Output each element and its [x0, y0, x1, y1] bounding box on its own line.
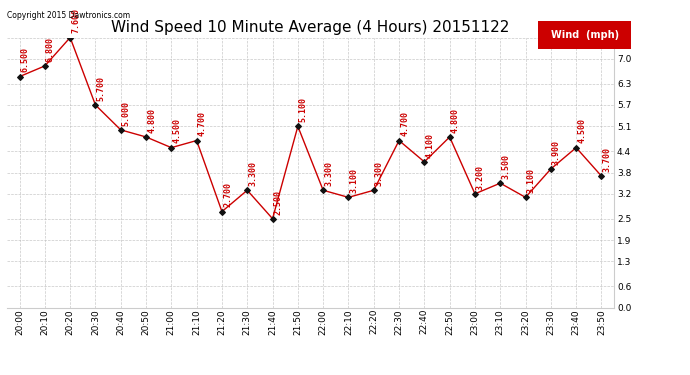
Text: 4.500: 4.500 — [172, 118, 181, 144]
Text: 6.500: 6.500 — [21, 47, 30, 72]
Point — [115, 127, 126, 133]
Text: 2.700: 2.700 — [223, 182, 232, 207]
Point — [596, 173, 607, 179]
Text: 4.100: 4.100 — [426, 133, 435, 158]
Point — [191, 138, 202, 144]
Point — [571, 145, 582, 151]
Point — [317, 187, 328, 193]
Point — [65, 34, 76, 40]
Text: 4.800: 4.800 — [147, 108, 156, 133]
Point — [343, 194, 354, 200]
Point — [241, 187, 253, 193]
Text: 3.500: 3.500 — [502, 154, 511, 179]
Text: 3.700: 3.700 — [602, 147, 611, 172]
Text: Wind  (mph): Wind (mph) — [551, 30, 619, 40]
Text: 3.900: 3.900 — [552, 140, 561, 165]
Text: 3.200: 3.200 — [476, 165, 485, 190]
Point — [520, 194, 531, 200]
Point — [545, 166, 556, 172]
Point — [14, 74, 25, 80]
Text: 4.700: 4.700 — [198, 111, 207, 136]
Point — [495, 180, 506, 186]
Point — [141, 134, 152, 140]
Text: 3.100: 3.100 — [350, 168, 359, 193]
Text: 4.800: 4.800 — [451, 108, 460, 133]
Point — [293, 123, 304, 129]
Point — [39, 63, 50, 69]
Text: 3.300: 3.300 — [324, 161, 333, 186]
Point — [217, 209, 228, 214]
Point — [368, 187, 380, 193]
Text: Copyright 2015 Dawtronics.com: Copyright 2015 Dawtronics.com — [7, 11, 130, 20]
Point — [469, 191, 480, 197]
Point — [90, 102, 101, 108]
Text: 5.000: 5.000 — [122, 101, 131, 126]
Point — [393, 138, 404, 144]
Title: Wind Speed 10 Minute Average (4 Hours) 20151122: Wind Speed 10 Minute Average (4 Hours) 2… — [111, 20, 510, 35]
Text: 3.100: 3.100 — [526, 168, 535, 193]
Text: 5.100: 5.100 — [299, 97, 308, 122]
Text: 3.300: 3.300 — [248, 161, 257, 186]
Text: 4.700: 4.700 — [400, 111, 409, 136]
Text: 4.500: 4.500 — [578, 118, 586, 144]
Text: 5.700: 5.700 — [97, 76, 106, 101]
Point — [267, 216, 278, 222]
Text: 3.300: 3.300 — [375, 161, 384, 186]
Text: 6.800: 6.800 — [46, 37, 55, 62]
Point — [444, 134, 455, 140]
Point — [419, 159, 430, 165]
Point — [166, 145, 177, 151]
Text: 7.600: 7.600 — [71, 8, 80, 33]
Text: 2.500: 2.500 — [274, 189, 283, 214]
